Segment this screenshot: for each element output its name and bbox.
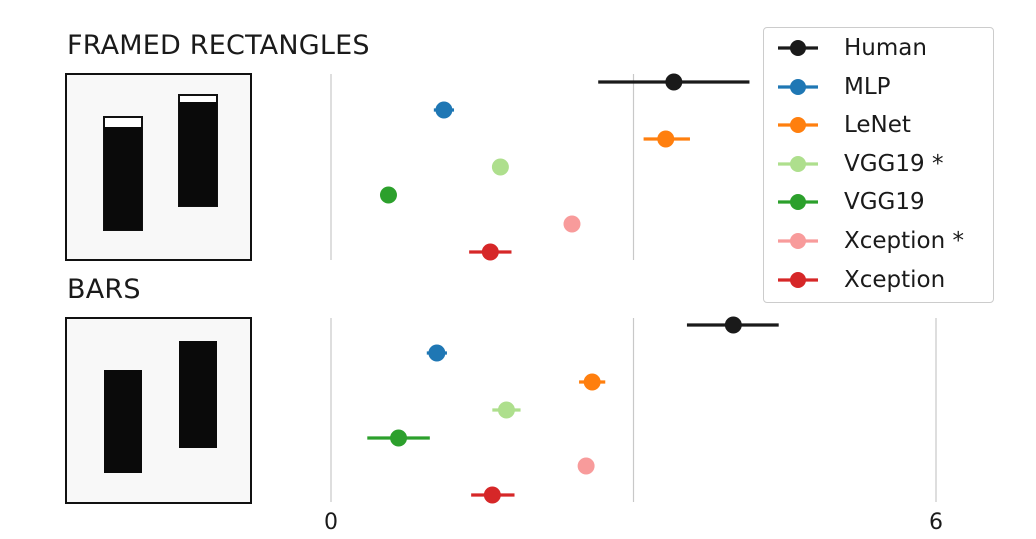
legend-marker-vgg19 — [778, 194, 818, 211]
legend-marker-lenet — [778, 117, 818, 134]
legend-item-vgg19: VGG19 — [778, 187, 925, 217]
x-tick-label-0: 0 — [324, 510, 338, 535]
legend-item-vgg19-star: VGG19 * — [778, 149, 943, 179]
point-lenet-1 — [583, 373, 601, 391]
x-tick-label-6: 6 — [929, 510, 943, 535]
panel-title-bars: BARS — [67, 274, 141, 305]
legend-marker-xception-star — [778, 233, 818, 249]
legend-item-xception-star: Xception * — [778, 226, 964, 256]
point-vgg19-star-1 — [497, 401, 515, 419]
panel-title-framed-rectangles: FRAMED RECTANGLES — [67, 30, 370, 61]
legend-marker-mlp — [778, 78, 818, 95]
point-human-1 — [724, 316, 742, 334]
legend: Human MLP LeNet VGG19 * VGG19 Xception * Xcept… — [763, 27, 994, 303]
legend-label-lenet: LeNet — [844, 112, 911, 139]
legend-marker-xception — [778, 271, 818, 288]
point-lenet-0 — [657, 130, 675, 148]
legend-item-lenet: LeNet — [778, 110, 911, 140]
legend-marker-vgg19-star — [778, 155, 818, 172]
point-vgg19-1 — [390, 429, 408, 447]
stimulus-bar-0-1 — [179, 102, 217, 206]
point-xception-1 — [483, 486, 501, 504]
stimulus-frame-0 — [65, 73, 252, 261]
legend-label-xception: Xception — [844, 266, 946, 293]
legend-label-vgg19-star: VGG19 * — [844, 150, 944, 177]
legend-label-vgg19: VGG19 — [844, 189, 925, 216]
point-vgg19-0 — [379, 186, 397, 204]
legend-marker-human — [778, 40, 818, 56]
legend-item-xception: Xception — [778, 265, 945, 295]
point-mlp-0 — [435, 101, 453, 119]
stimulus-bar-1-0 — [104, 370, 142, 473]
legend-label-mlp: MLP — [844, 73, 891, 100]
stimulus-bar-0-0 — [104, 127, 142, 230]
point-xception-star-0 — [563, 215, 581, 233]
legend-label-xception-star: Xception * — [844, 228, 965, 254]
legend-item-human: Human — [778, 33, 927, 63]
point-xception-0 — [481, 243, 499, 261]
point-human-0 — [665, 73, 683, 91]
point-vgg19-star-0 — [491, 158, 509, 176]
legend-item-mlp: MLP — [778, 72, 891, 102]
stimulus-bar-1-1 — [179, 341, 217, 448]
stimulus-frame-1 — [65, 317, 252, 504]
point-mlp-1 — [428, 344, 446, 362]
point-xception-star-1 — [577, 457, 595, 475]
legend-label-human: Human — [844, 35, 927, 61]
